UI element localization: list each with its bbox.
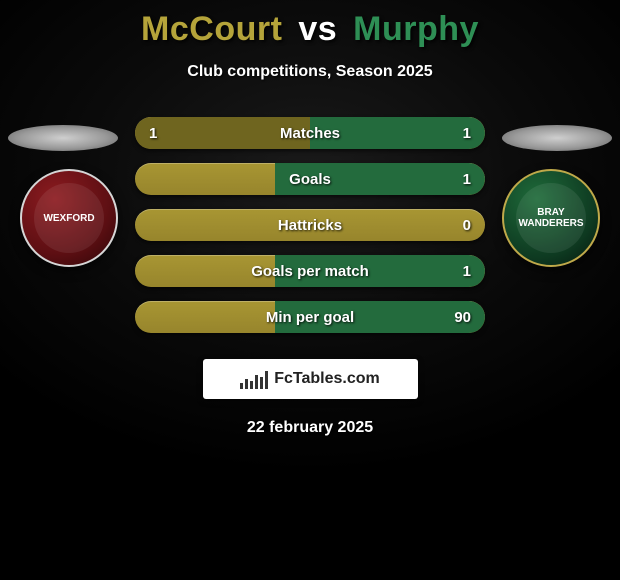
brand-badge: FcTables.com [203, 359, 418, 399]
stat-pill: Hattricks0 [135, 209, 485, 241]
brand-text: FcTables.com [274, 370, 380, 388]
stat-value-right: 0 [463, 209, 471, 241]
stat-pill: Goals per match1 [135, 255, 485, 287]
stat-label: Goals [135, 163, 485, 195]
shadow-disc-left [8, 125, 118, 151]
stat-label: Min per goal [135, 301, 485, 333]
stat-label: Goals per match [135, 255, 485, 287]
stat-label: Hattricks [135, 209, 485, 241]
crest-left-label: WEXFORD [34, 183, 104, 253]
stat-value-right: 1 [463, 117, 471, 149]
stat-pill-list: Matches11Goals1Hattricks0Goals per match… [135, 117, 485, 347]
date-label: 22 february 2025 [0, 419, 620, 437]
stat-pill: Min per goal90 [135, 301, 485, 333]
team-crest-left: WEXFORD [20, 169, 118, 267]
stat-value-right: 90 [454, 301, 471, 333]
comparison-arena: WEXFORD BRAY WANDERERS Matches11Goals1Ha… [0, 117, 620, 347]
team-crest-right: BRAY WANDERERS [502, 169, 600, 267]
stat-value-right: 1 [463, 255, 471, 287]
bar-chart-icon [240, 369, 268, 389]
shadow-disc-right [502, 125, 612, 151]
title-player2: Murphy [353, 10, 479, 48]
stat-value-left: 1 [149, 117, 157, 149]
page-title: McCourt vs Murphy [0, 10, 620, 49]
stat-value-right: 1 [463, 163, 471, 195]
stat-pill: Goals1 [135, 163, 485, 195]
title-player1: McCourt [141, 10, 282, 48]
stat-pill: Matches1 1 [135, 117, 485, 149]
subtitle: Club competitions, Season 2025 [0, 63, 620, 81]
stat-label: Matches [135, 117, 485, 149]
crest-right-label: BRAY WANDERERS [516, 183, 586, 253]
title-vs: vs [298, 10, 337, 48]
